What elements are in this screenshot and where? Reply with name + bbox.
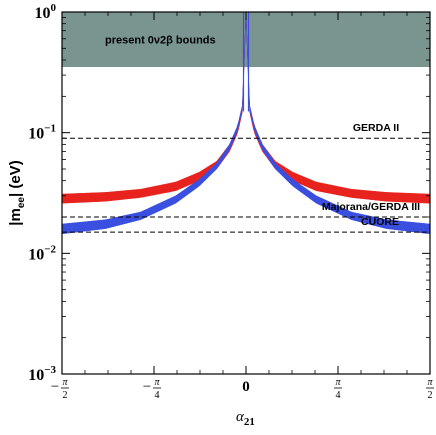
y-tick-base: 10 [28,367,44,384]
x-tick-label-3: 0 [242,379,250,395]
x-tick-sign: − [51,379,59,395]
x-tick-numerator: π [427,377,433,388]
x-tick-denominator: 2 [428,390,433,401]
y-tick-exponent: −3 [44,364,56,376]
y-tick-exponent: −1 [44,123,56,135]
series-band-2 [62,12,430,235]
y-axis-label-main: |m [7,208,24,226]
y-tick-label-4: 10−3 [28,364,56,384]
y-axis-label-subscript: ee [16,197,27,209]
x-tick-denominator: 4 [155,390,160,401]
y-tick-base: 10 [35,5,51,22]
x-tick-numerator: π [62,377,68,388]
y-tick-exponent: 0 [51,2,57,14]
y-axis-label: |mee| (eV) [7,160,27,225]
y-tick-label-3: 10−2 [28,243,56,263]
x-tick-label-5: π2 [426,377,434,401]
y-axis-label-suffix: | (eV) [7,160,24,197]
x-tick-sign: − [143,379,151,395]
reference-line-label-3: CUORE [361,216,399,228]
x-tick-numerator: π [335,377,341,388]
y-tick-base: 10 [28,246,44,263]
reference-line-label-2: Majorana/GERDA III [322,201,420,213]
excluded-region-band [62,12,430,68]
x-tick-label-2: − π 4 [143,377,161,401]
y-tick-exponent: −2 [44,243,56,255]
x-axis-label-symbol: α [236,409,245,425]
y-tick-base: 10 [28,126,44,143]
x-tick-denominator: 4 [336,390,341,401]
reference-line-label-1: GERDA II [353,122,399,134]
excluded-region-label: present 0ν2β bounds [105,35,216,47]
series-band-1 [62,12,430,204]
x-tick-label-4: π4 [334,377,342,401]
x-tick-numerator: π [154,377,160,388]
x-axis-label: α21 [236,409,255,428]
y-tick-label-2: 10−1 [28,123,56,143]
x-tick-denominator: 2 [63,390,68,401]
x-tick-label-1: − π 2 [51,377,69,401]
axes [61,11,431,375]
y-tick-label-1: 100 [35,2,57,22]
x-axis-label-subscript: 21 [244,416,255,428]
plot-area: present 0ν2β bounds [62,12,430,235]
